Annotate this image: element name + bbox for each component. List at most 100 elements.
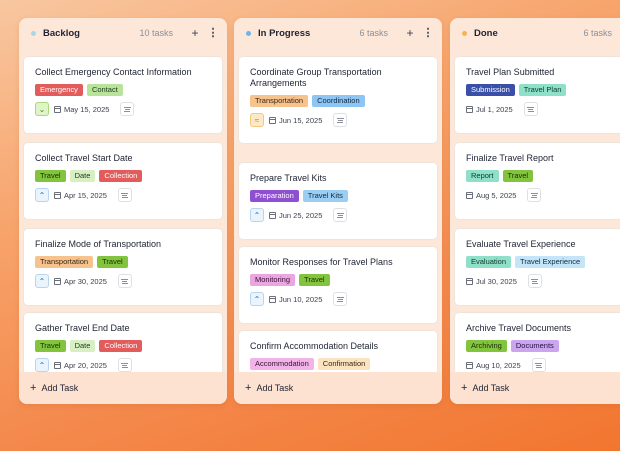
task-card[interactable]: Gather Travel End Date Travel Date Collecti… bbox=[23, 312, 223, 373]
description-icon[interactable] bbox=[523, 102, 538, 116]
calendar-icon bbox=[54, 277, 61, 285]
due-date: Apr 30, 2025 bbox=[54, 277, 107, 286]
add-task-button[interactable]: + Add Task bbox=[19, 372, 227, 404]
task-meta: ⌃ Apr 20, 2025 bbox=[35, 358, 222, 372]
task-card[interactable]: Travel Plan Submitted Submission Travel Pl… bbox=[454, 56, 620, 134]
tag-badge: Travel Experience bbox=[515, 256, 586, 268]
priority-medium-icon[interactable]: ⌃ bbox=[35, 188, 49, 202]
priority-medium-icon[interactable]: ⌃ bbox=[250, 292, 264, 306]
priority-medium-icon[interactable]: ⌃ bbox=[35, 274, 49, 288]
tag-badge: Transportation bbox=[250, 95, 309, 107]
due-date: Aug 5, 2025 bbox=[466, 191, 516, 200]
task-card[interactable]: Finalize Mode of Transportation Transport… bbox=[23, 228, 223, 306]
add-task-button[interactable]: + Add Task bbox=[450, 372, 620, 404]
due-date-text: Apr 30, 2025 bbox=[64, 276, 107, 286]
priority-medium-icon[interactable]: ⌃ bbox=[250, 208, 264, 222]
description-icon[interactable] bbox=[333, 208, 348, 222]
tag-badge: Monitoring bbox=[250, 274, 296, 286]
due-date: Jun 15, 2025 bbox=[269, 116, 322, 125]
tag-badge: Collection bbox=[99, 170, 143, 182]
tag-list: Evaluation Travel Experience bbox=[466, 256, 620, 268]
add-icon[interactable]: + bbox=[191, 26, 199, 40]
column-done: Done 6 tasks Travel Plan Submitted Submissi… bbox=[450, 18, 620, 404]
tag-badge: Documents bbox=[510, 340, 559, 352]
task-card[interactable]: Evaluate Travel Experience Evaluation Trav… bbox=[454, 228, 620, 306]
due-date-text: Apr 15, 2025 bbox=[64, 190, 107, 200]
due-date: May 15, 2025 bbox=[54, 105, 109, 114]
due-date-text: Jul 30, 2025 bbox=[476, 276, 517, 286]
description-icon[interactable] bbox=[117, 274, 132, 288]
due-date: Apr 15, 2025 bbox=[54, 191, 107, 200]
add-task-label: Add Task bbox=[41, 383, 79, 393]
calendar-icon bbox=[54, 191, 61, 199]
due-date: Jul 1, 2025 bbox=[466, 105, 513, 114]
status-dot bbox=[31, 30, 36, 36]
description-icon[interactable] bbox=[527, 274, 542, 288]
more-options-icon[interactable]: ⋮ bbox=[207, 27, 219, 39]
tag-badge: Transportation bbox=[35, 256, 94, 268]
calendar-icon bbox=[269, 116, 276, 124]
tag-badge: Date bbox=[69, 340, 96, 352]
due-date: Apr 20, 2025 bbox=[54, 361, 107, 370]
tag-badge: Date bbox=[69, 170, 96, 182]
due-date: Jul 30, 2025 bbox=[466, 277, 517, 286]
tag-badge: Travel bbox=[35, 340, 66, 352]
due-date: Jun 10, 2025 bbox=[269, 295, 322, 304]
description-icon[interactable] bbox=[527, 188, 542, 202]
task-card[interactable]: Coordinate Group Transportation Arrangem… bbox=[238, 56, 438, 144]
priority-low-icon[interactable]: ⌄ bbox=[35, 102, 49, 116]
description-icon[interactable] bbox=[333, 292, 348, 306]
tag-list: Travel Date Collection bbox=[35, 170, 222, 182]
task-title: Monitor Responses for Travel Plans bbox=[250, 257, 393, 267]
task-title: Gather Travel End Date bbox=[35, 323, 130, 333]
task-title: Evaluate Travel Experience bbox=[466, 239, 576, 249]
task-count: 10 tasks bbox=[139, 28, 173, 38]
due-date-text: Aug 10, 2025 bbox=[476, 360, 521, 370]
priority-high-icon[interactable]: ≈ bbox=[250, 113, 264, 127]
description-icon[interactable] bbox=[120, 102, 135, 116]
task-meta: Jul 30, 2025 bbox=[466, 274, 620, 288]
description-icon[interactable] bbox=[531, 358, 546, 372]
add-task-label: Add Task bbox=[472, 383, 510, 393]
status-dot bbox=[462, 30, 467, 36]
task-count: 6 tasks bbox=[583, 28, 612, 38]
tag-badge: Coordination bbox=[312, 95, 365, 107]
task-card[interactable]: Confirm Accommodation Details Accommodati… bbox=[238, 330, 438, 373]
task-meta: ⌃ Jun 10, 2025 bbox=[250, 292, 437, 306]
description-icon[interactable] bbox=[333, 113, 348, 127]
task-card[interactable]: Prepare Travel Kits Preparation Travel Kit… bbox=[238, 162, 438, 240]
priority-medium-icon[interactable]: ⌃ bbox=[35, 358, 49, 372]
description-icon[interactable] bbox=[117, 188, 132, 202]
task-card[interactable]: Archive Travel Documents Archiving Documen… bbox=[454, 312, 620, 373]
task-meta: Aug 10, 2025 bbox=[466, 358, 620, 372]
column-header: Done 6 tasks bbox=[450, 18, 620, 48]
add-task-button[interactable]: + Add Task bbox=[234, 372, 442, 404]
more-options-icon[interactable]: ⋮ bbox=[422, 27, 434, 39]
task-card[interactable]: Collect Travel Start Date Travel Date Colle… bbox=[23, 142, 223, 220]
column-backlog: Backlog 10 tasks + ⋮ Collect Emergency Conta… bbox=[19, 18, 227, 404]
calendar-icon bbox=[466, 191, 473, 199]
task-card[interactable]: Collect Emergency Contact Information Eme… bbox=[23, 56, 223, 134]
due-date: Aug 10, 2025 bbox=[466, 361, 521, 370]
tag-badge: Accommodation bbox=[250, 358, 314, 370]
description-icon[interactable] bbox=[117, 358, 132, 372]
calendar-icon bbox=[54, 361, 61, 369]
tag-list: Preparation Travel Kits bbox=[250, 190, 437, 202]
due-date-text: Jun 25, 2025 bbox=[279, 210, 323, 220]
tag-badge: Evaluation bbox=[466, 256, 512, 268]
task-title: Confirm Accommodation Details bbox=[250, 341, 379, 351]
task-meta: Aug 5, 2025 bbox=[466, 188, 620, 202]
tag-badge: Contact bbox=[86, 84, 123, 96]
tag-badge: Report bbox=[466, 170, 499, 182]
tag-list: Travel Date Collection bbox=[35, 340, 222, 352]
task-card[interactable]: Finalize Travel Report Report Travel Aug 5,… bbox=[454, 142, 620, 220]
calendar-icon bbox=[466, 105, 473, 113]
task-card[interactable]: Monitor Responses for Travel Plans Monito… bbox=[238, 246, 438, 324]
column-header: Backlog 10 tasks + ⋮ bbox=[19, 18, 227, 48]
tag-list: Report Travel bbox=[466, 170, 620, 182]
add-icon[interactable]: + bbox=[406, 26, 414, 40]
task-title: Coordinate Group Transportation Arrangem… bbox=[250, 67, 382, 88]
task-title: Prepare Travel Kits bbox=[250, 173, 327, 183]
column-header: In Progress 6 tasks + ⋮ bbox=[234, 18, 442, 48]
task-title: Finalize Travel Report bbox=[466, 153, 554, 163]
